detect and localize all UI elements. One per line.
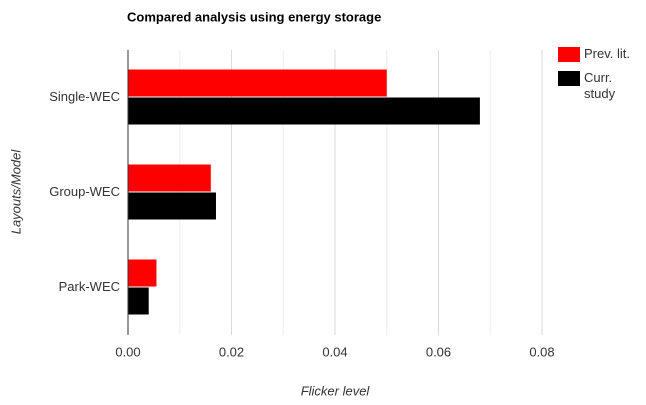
x-tick-label: 0.06	[426, 344, 451, 359]
chart-title: Compared analysis using energy storage	[127, 9, 381, 24]
x-axis-label: Flicker level	[301, 383, 371, 398]
bar	[128, 164, 211, 192]
legend-swatch	[558, 47, 580, 62]
bar	[128, 287, 149, 315]
bar	[128, 97, 480, 125]
bar	[128, 69, 387, 97]
bar	[128, 192, 216, 220]
legend-entry: Curr. study	[584, 70, 616, 101]
y-axis-label: Layouts/Model	[8, 149, 23, 235]
bar	[128, 259, 157, 287]
legend-entry: Prev. lit.	[584, 46, 630, 61]
legend-label: Prev. lit.	[584, 46, 630, 61]
x-tick-label: 0.00	[115, 344, 140, 359]
legend-swatch	[558, 71, 580, 86]
y-tick-label: Group-WEC	[49, 184, 120, 199]
x-tick-label: 0.04	[322, 344, 347, 359]
x-tick-label: 0.08	[529, 344, 554, 359]
legend-label: Curr. study	[584, 70, 616, 101]
x-tick-label: 0.02	[219, 344, 244, 359]
y-tick-label: Park-WEC	[59, 279, 120, 294]
y-tick-label: Single-WEC	[49, 89, 120, 104]
